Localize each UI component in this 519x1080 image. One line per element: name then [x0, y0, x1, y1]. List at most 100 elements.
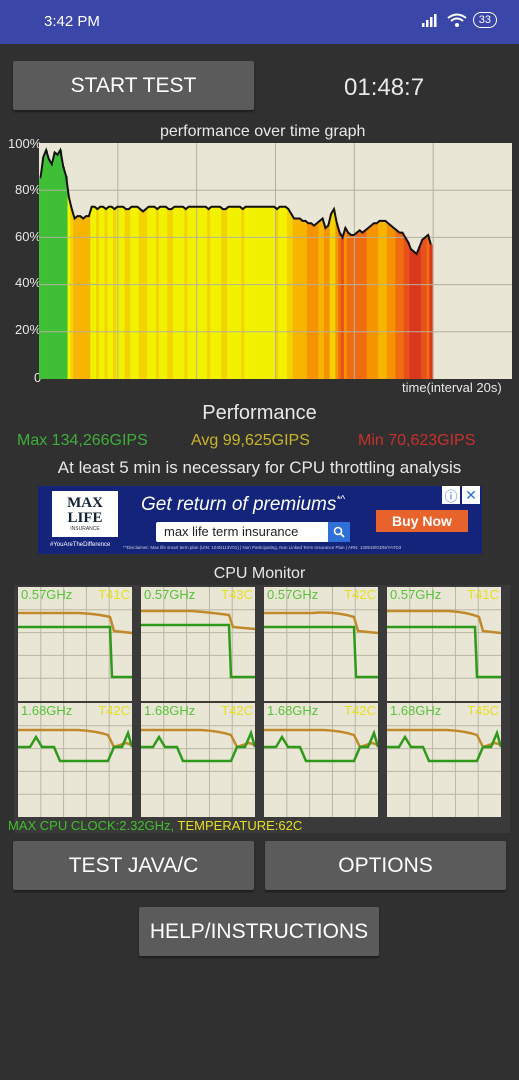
x-axis-label: time(interval 20s)	[402, 380, 502, 395]
perf-bar	[264, 206, 268, 379]
perf-bar	[121, 206, 125, 379]
perf-bar	[403, 237, 408, 379]
perf-bar	[96, 209, 100, 379]
perf-bar	[415, 253, 419, 379]
perf-bar	[98, 206, 103, 379]
graph-title: performance over time graph	[160, 123, 366, 140]
ad-buy-now-button[interactable]: Buy Now	[376, 510, 468, 532]
perf-bar	[298, 218, 302, 379]
performance-line	[39, 147, 432, 256]
perf-bar	[249, 206, 254, 379]
core-frequency: 0.57GHz	[144, 587, 196, 602]
battery-icon: 33	[472, 12, 497, 28]
core-frequency: 0.57GHz	[390, 587, 442, 602]
status-icons: 33	[421, 12, 497, 28]
perf-bar	[267, 206, 271, 379]
perf-bar	[215, 206, 219, 379]
perf-bar	[107, 206, 111, 379]
perf-bar	[383, 220, 388, 379]
perf-bar	[346, 232, 351, 379]
perf-bar	[343, 227, 348, 379]
performance-title: Performance	[202, 402, 317, 424]
y-tick-100: 100%	[8, 136, 42, 151]
perf-bar	[332, 209, 336, 379]
y-tick-40: 40%	[15, 275, 42, 290]
start-test-button[interactable]: START TEST	[13, 61, 254, 110]
perf-bar	[70, 209, 74, 379]
perf-bar	[400, 232, 405, 379]
perf-bar	[420, 239, 425, 379]
cpu-core-graph: 1.68GHz T42C	[18, 703, 132, 817]
perf-bar	[104, 209, 108, 379]
ad-search-box[interactable]: max life term insurance	[156, 522, 350, 542]
perf-bar	[198, 206, 202, 379]
core-temperature: T41C	[98, 587, 130, 602]
perf-bar	[392, 227, 396, 379]
perf-bar	[138, 209, 142, 379]
perf-bar	[386, 223, 390, 379]
perf-bar	[335, 223, 339, 379]
info-icon[interactable]: ⓘ	[442, 486, 460, 504]
perf-bar	[252, 206, 256, 379]
perf-bar	[229, 206, 234, 379]
search-icon[interactable]	[328, 522, 350, 542]
perf-bar	[412, 251, 416, 379]
ad-banner[interactable]: MAX LIFE INSURANCE #YouAreTheDifference …	[38, 486, 482, 554]
ad-logo-line1: MAX	[67, 495, 103, 511]
core-temperature: T42C	[221, 703, 253, 718]
perf-bar	[306, 223, 311, 379]
ad-tagline: #YouAreTheDifference	[50, 542, 111, 548]
perf-bar	[184, 209, 188, 379]
cpu-core-graph: 0.57GHz T41C	[18, 587, 132, 701]
perf-bar	[269, 206, 274, 379]
perf-bar	[258, 206, 262, 379]
ad-headline-text: Get return of premiums	[141, 494, 337, 515]
y-tick-80: 80%	[15, 182, 42, 197]
ad-disclaimer: *^Disclaimer: Max life smart term plan (…	[123, 545, 402, 550]
perf-bar	[358, 230, 362, 379]
perf-bar	[312, 225, 316, 379]
perf-bar	[309, 223, 313, 379]
ad-logo: MAX LIFE INSURANCE	[52, 491, 118, 537]
perf-bar	[326, 225, 331, 379]
perf-bar	[161, 206, 165, 379]
options-button[interactable]: OPTIONS	[265, 841, 506, 890]
help-instructions-button[interactable]: HELP/INSTRUCTIONS	[139, 907, 379, 956]
perf-bar	[170, 209, 174, 379]
perf-bar	[64, 176, 68, 379]
perf-bar	[275, 209, 279, 379]
perf-bar	[101, 206, 105, 379]
perf-bar	[366, 227, 370, 379]
perf-bar	[56, 154, 60, 379]
perf-bar	[318, 220, 322, 379]
perf-bar	[84, 216, 88, 379]
perf-bar	[130, 206, 134, 379]
perf-bar	[172, 206, 177, 379]
perf-bar	[286, 209, 291, 379]
perf-bar	[238, 206, 242, 379]
cpu-core-graph: 0.57GHz T41C	[387, 587, 501, 701]
perf-bar	[175, 206, 180, 379]
perf-bar	[67, 197, 71, 379]
perf-bar	[81, 218, 85, 379]
cpu-core-graph: 0.57GHz T42C	[264, 587, 378, 701]
status-time: 3:42 PM	[44, 13, 100, 30]
perf-bar	[304, 220, 308, 379]
wifi-icon	[447, 13, 467, 27]
perf-bar	[224, 209, 228, 379]
perf-bar	[207, 209, 211, 379]
max-stat: Max 134,266GIPS	[17, 432, 148, 449]
perf-bar	[127, 209, 131, 379]
perf-bar	[315, 223, 319, 379]
perf-bar	[58, 150, 63, 379]
perf-bar	[398, 232, 402, 379]
perf-bar	[155, 209, 160, 379]
core-frequency: 1.68GHz	[267, 703, 319, 718]
perf-bar	[41, 157, 46, 379]
cpu-core-graph: 1.68GHz T42C	[264, 703, 378, 817]
graph-grid	[39, 143, 512, 379]
perf-bar	[164, 206, 168, 379]
test-java-c-button[interactable]: TEST JAVA/C	[13, 841, 254, 890]
temperature-value: TEMPERATURE:62C	[177, 818, 303, 833]
close-icon[interactable]: ✕	[462, 486, 480, 504]
